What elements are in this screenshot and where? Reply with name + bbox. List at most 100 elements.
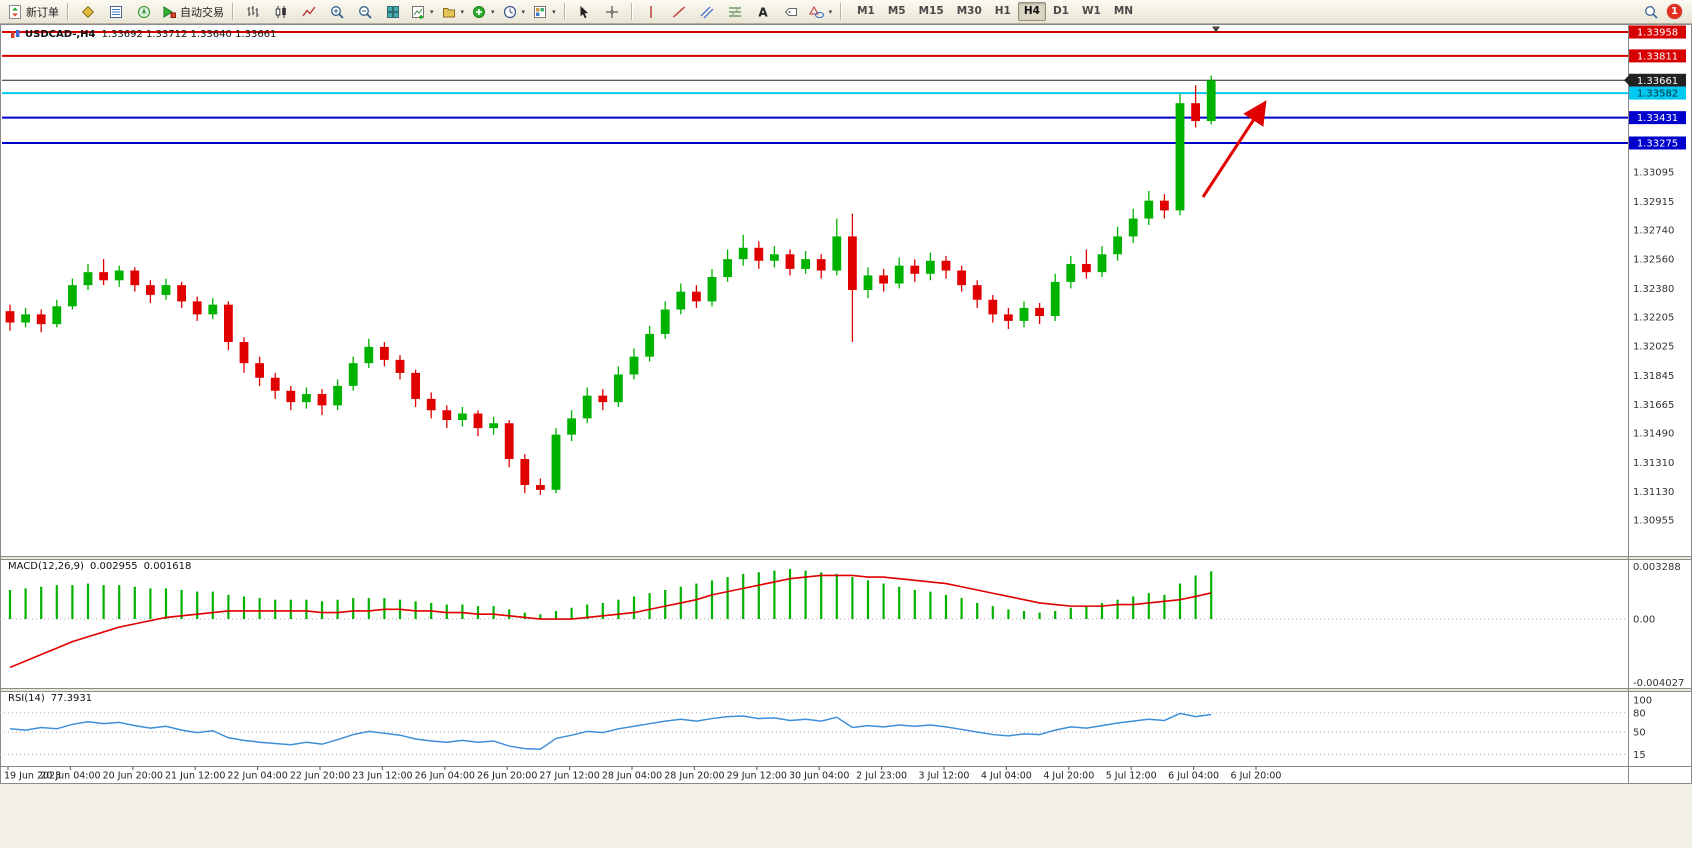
candle: [801, 259, 810, 269]
symbol-icon: [11, 30, 20, 38]
zoom-in-button[interactable]: [323, 0, 350, 23]
current-price-notch: [1624, 75, 1629, 86]
rsi-scale-label: 50: [1633, 728, 1646, 739]
candle: [660, 309, 670, 334]
vertical-line-button[interactable]: [638, 0, 665, 23]
pane-splitter[interactable]: [0, 556, 1692, 560]
toolbar-right-group: 1: [1643, 4, 1688, 20]
new-order-label: 新订单: [26, 5, 59, 19]
timeframe-button-MN[interactable]: MN: [1113, 5, 1134, 17]
separator: [67, 3, 69, 20]
candle: [395, 359, 405, 373]
timeframe-button-M5[interactable]: M5: [887, 5, 906, 17]
line-chart-button[interactable]: [295, 0, 322, 23]
timeframe-button-H1[interactable]: H1: [994, 5, 1011, 17]
indicators-button[interactable]: ▾: [468, 0, 498, 23]
candle: [645, 333, 654, 357]
candle: [348, 363, 358, 386]
fibonacci-button[interactable]: [722, 0, 749, 23]
ohlc-values: 1.33692 1.33712 1.33640 1.33661: [101, 29, 277, 40]
label-button[interactable]: [778, 0, 805, 23]
profile-button[interactable]: [74, 0, 101, 23]
price-axis-tick: 1.32380: [1633, 284, 1674, 295]
auto-trading-button[interactable]: 自动交易: [158, 0, 227, 23]
candle: [957, 270, 966, 286]
candle: [910, 265, 920, 274]
chart-shift-marker[interactable]: [1212, 26, 1220, 33]
trend-arrow-annotation[interactable]: [1201, 100, 1267, 198]
candle: [130, 270, 140, 286]
separator: [630, 3, 633, 20]
profiles-menu-button[interactable]: ▾: [438, 0, 468, 23]
text-button[interactable]: A: [750, 0, 777, 23]
candle: [1144, 200, 1154, 219]
price-line-label: 1.33431: [1637, 113, 1678, 124]
date-axis-label: 28 Jun 20:00: [664, 771, 724, 782]
date-axis-label: 27 Jun 12:00: [539, 771, 599, 782]
candle: [1175, 103, 1185, 211]
price-line-label-box: [1629, 73, 1686, 87]
new-chart-icon: [412, 5, 424, 19]
trendline-button[interactable]: [666, 0, 693, 23]
zoom-out-button[interactable]: [351, 0, 378, 23]
shapes-button[interactable]: ▾: [806, 0, 836, 23]
crosshair-icon: [606, 5, 619, 18]
price-axis-tick: 1.33095: [1633, 168, 1674, 179]
timeframe-button-M1[interactable]: M1: [857, 5, 875, 17]
candle: [458, 413, 467, 421]
candle: [816, 259, 826, 271]
market-watch-button[interactable]: [102, 0, 129, 23]
candle: [1097, 254, 1107, 273]
candle: [333, 385, 342, 406]
pane-splitter[interactable]: [0, 688, 1692, 692]
symbol-title: USDCAD-,H4: [25, 29, 96, 40]
rsi-value: 77.3931: [50, 693, 93, 704]
new-order-button[interactable]: 新订单: [4, 0, 62, 23]
search-icon[interactable]: [1643, 4, 1659, 20]
new-order-icon: [9, 4, 21, 19]
cursor-button[interactable]: [571, 0, 598, 23]
timeframe-button-M30[interactable]: M30: [956, 5, 982, 17]
tile-windows-button[interactable]: [379, 0, 406, 23]
candle: [832, 236, 842, 271]
candle: [941, 260, 951, 271]
template-button[interactable]: ▾: [529, 0, 559, 23]
price-chart[interactable]: 1.33958 1.33811 1.33661 1.33582 1.33431 1.332…: [0, 24, 1692, 784]
shapes-icon: [808, 5, 824, 18]
tile-windows-icon: [386, 5, 399, 18]
price-axis-tick: 1.32740: [1633, 225, 1674, 236]
candle: [68, 285, 77, 307]
timeframe-button-D1[interactable]: D1: [1052, 5, 1069, 17]
price-line-label-box: [1629, 25, 1686, 39]
channel-button[interactable]: [694, 0, 721, 23]
new-chart-button[interactable]: ▾: [407, 0, 437, 23]
candle: [161, 285, 171, 295]
timeframe-button-H4[interactable]: H4: [1017, 2, 1046, 21]
navigator-button[interactable]: [130, 0, 157, 23]
candle: [770, 254, 779, 261]
timeframe-button-W1[interactable]: W1: [1081, 5, 1101, 17]
candle: [738, 247, 748, 260]
candle: [52, 306, 62, 325]
date-axis-label: 2 Jul 23:00: [856, 771, 907, 782]
candle: [676, 291, 686, 310]
notification-badge[interactable]: 1: [1667, 4, 1682, 19]
candle: [879, 275, 888, 284]
rsi-title: RSI(14): [8, 693, 45, 704]
candlestick-chart-button[interactable]: [267, 0, 294, 23]
rsi-scale-label: 15: [1633, 750, 1646, 761]
macd-indicator-label: MACD(12,26,9) 0.002955 0.001618: [8, 561, 191, 572]
candle: [1113, 236, 1122, 255]
crosshair-button[interactable]: [599, 0, 626, 23]
timeframe-button-M15[interactable]: M15: [918, 5, 944, 17]
period-button[interactable]: ▾: [499, 0, 529, 23]
rsi-line: [9, 712, 1212, 751]
candle: [99, 272, 108, 281]
separator: [840, 3, 843, 20]
price-line-label: 1.33661: [1637, 76, 1678, 87]
candle: [536, 484, 545, 490]
zoom-out-icon: [358, 5, 372, 19]
candle: [302, 394, 311, 403]
bars-chart-button[interactable]: [239, 0, 266, 23]
candle: [192, 301, 202, 315]
